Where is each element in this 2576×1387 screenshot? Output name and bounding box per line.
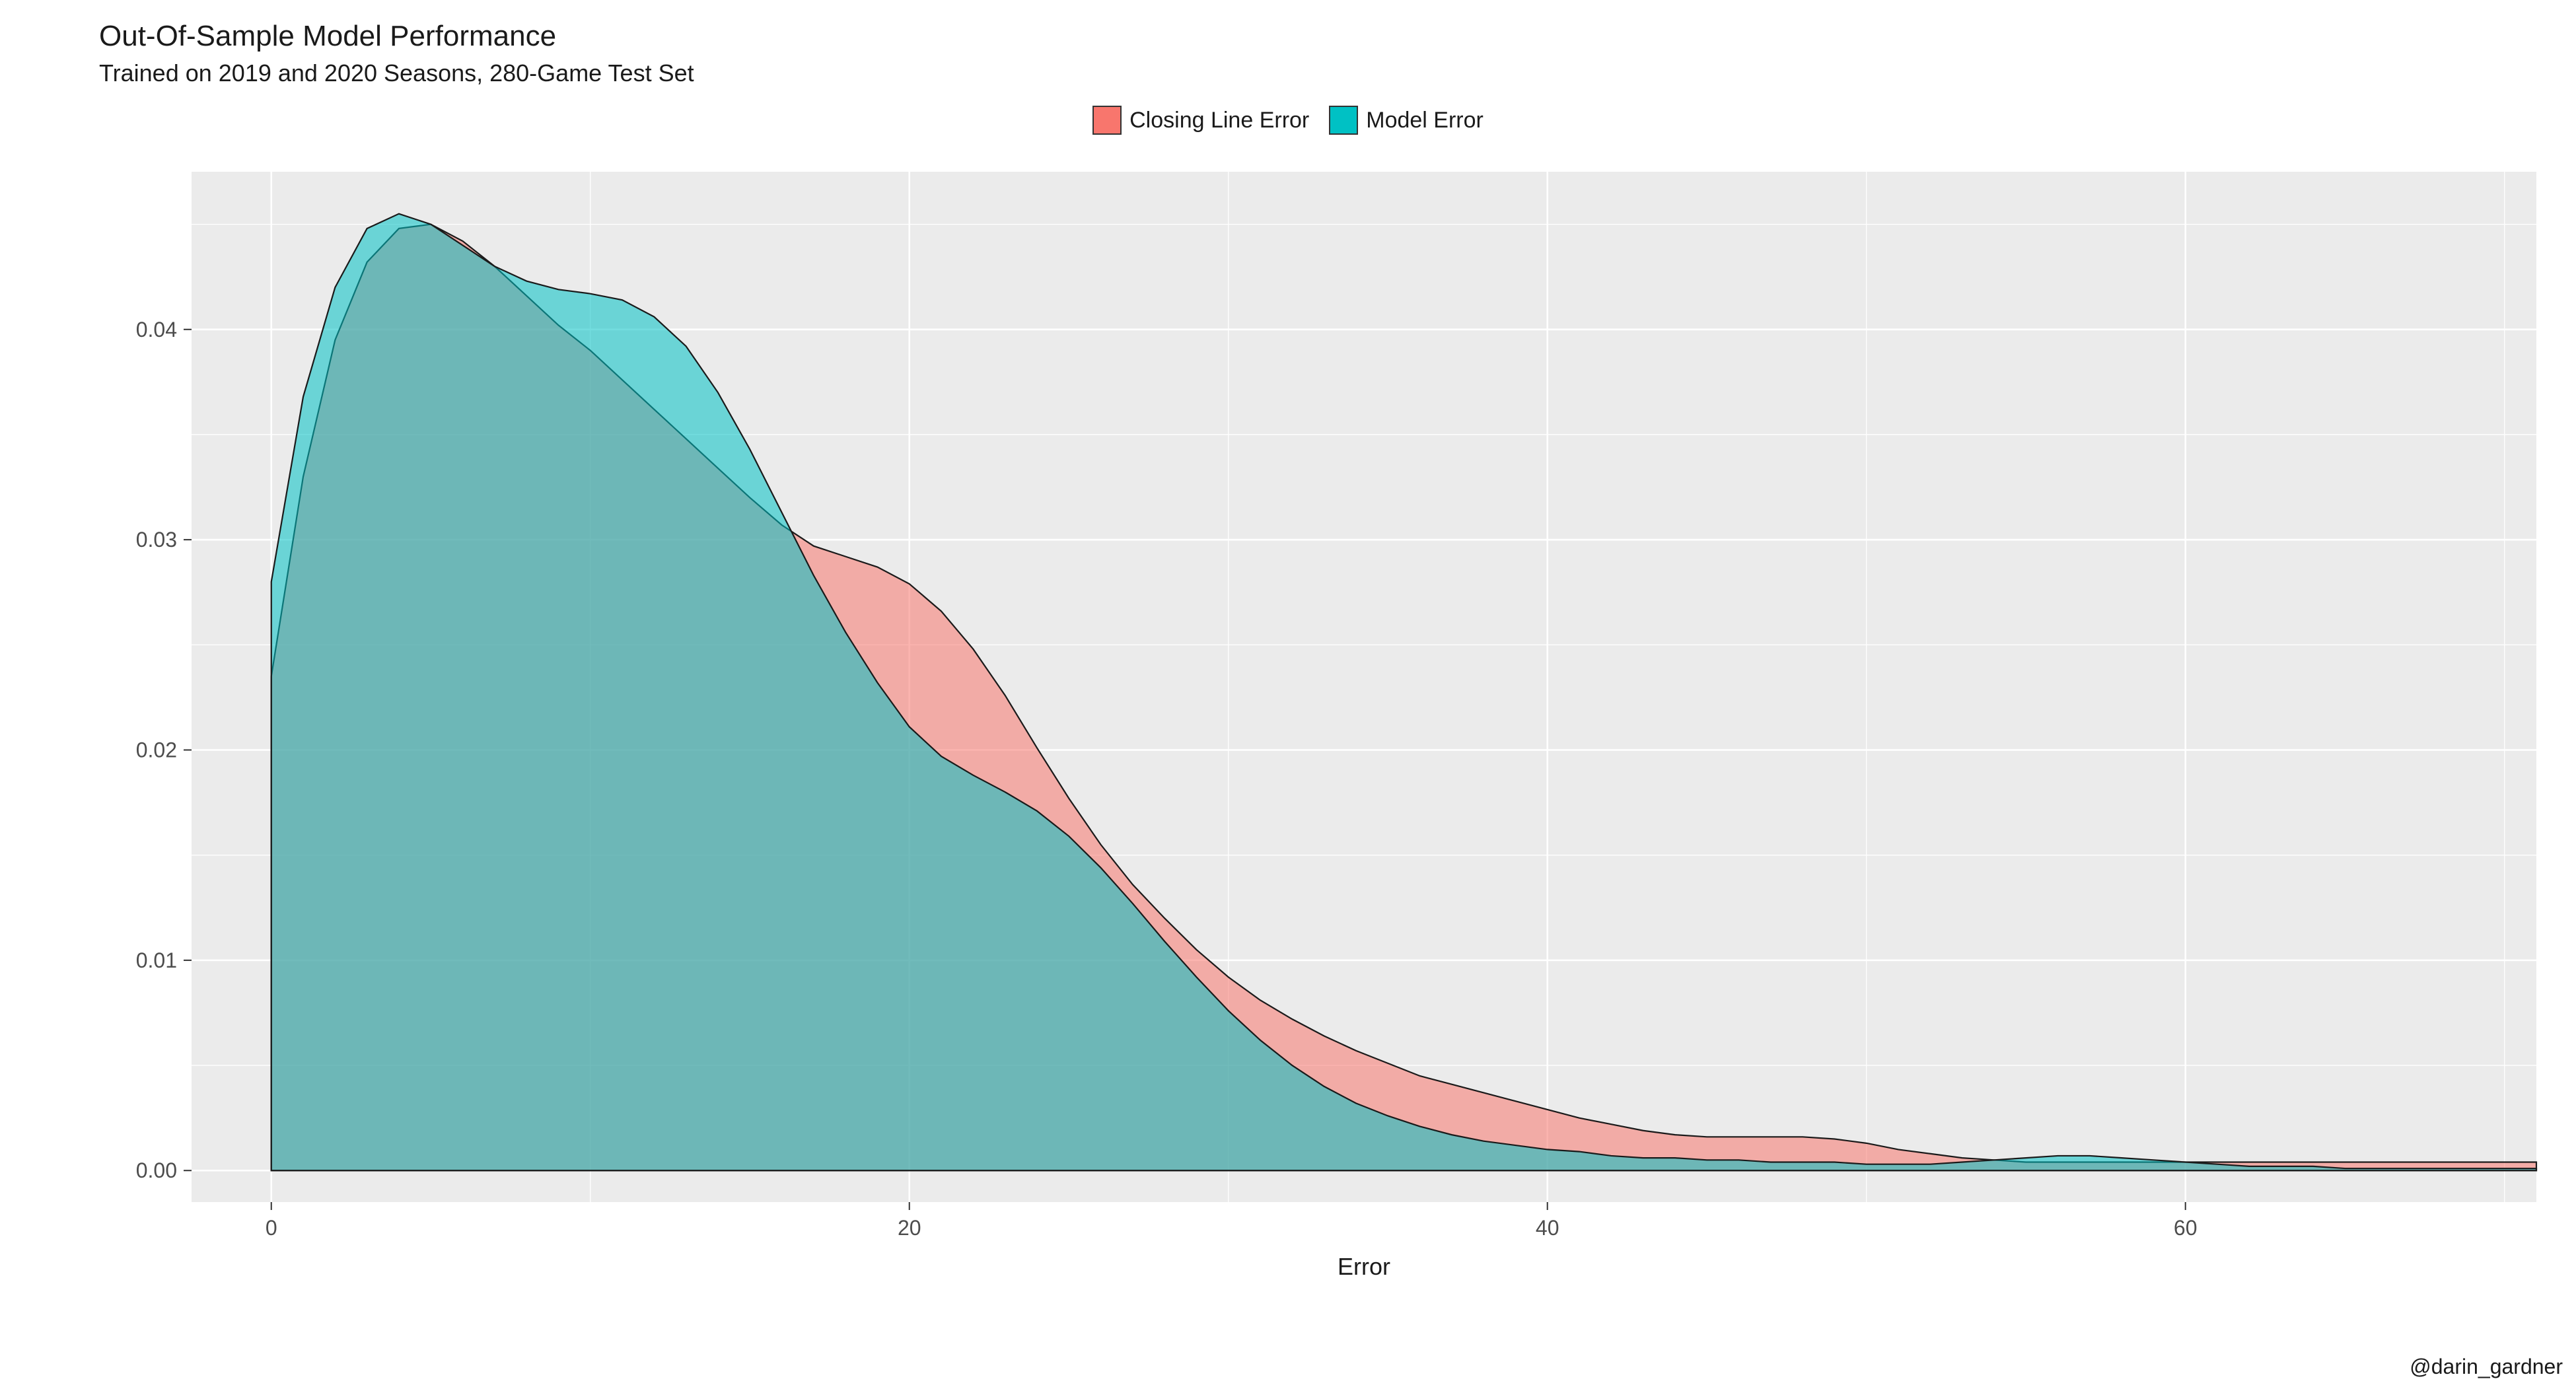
svg-text:Error: Error: [1338, 1253, 1390, 1280]
legend-item: Closing Line Error: [1092, 106, 1309, 135]
svg-text:0.04: 0.04: [136, 318, 177, 341]
svg-text:60: 60: [2174, 1216, 2198, 1240]
svg-text:0.02: 0.02: [136, 738, 177, 762]
legend-swatch: [1092, 106, 1122, 135]
svg-text:20: 20: [898, 1216, 921, 1240]
svg-text:0.00: 0.00: [136, 1158, 177, 1182]
svg-text:40: 40: [1536, 1216, 1559, 1240]
legend-item: Model Error: [1329, 106, 1484, 135]
figure-container: Out-Of-Sample Model Performance Trained …: [0, 0, 2576, 1387]
svg-text:0.01: 0.01: [136, 948, 177, 972]
chart-title: Out-Of-Sample Model Performance: [99, 20, 556, 53]
legend-swatch: [1329, 106, 1358, 135]
density-chart: 0 20 40 60 0.00 0.01 0.02 0.03 0.04 Error: [99, 165, 2543, 1288]
legend-label: Model Error: [1366, 108, 1484, 133]
legend-label: Closing Line Error: [1129, 108, 1309, 133]
chart-subtitle: Trained on 2019 and 2020 Seasons, 280-Ga…: [99, 59, 694, 87]
credit-text: @darin_gardner: [2410, 1355, 2563, 1379]
legend: Closing Line Error Model Error: [0, 106, 2576, 135]
svg-text:0.03: 0.03: [136, 528, 177, 551]
plot-area: 0 20 40 60 0.00 0.01 0.02 0.03 0.04 Error: [99, 165, 2543, 1288]
svg-text:0: 0: [266, 1216, 277, 1240]
